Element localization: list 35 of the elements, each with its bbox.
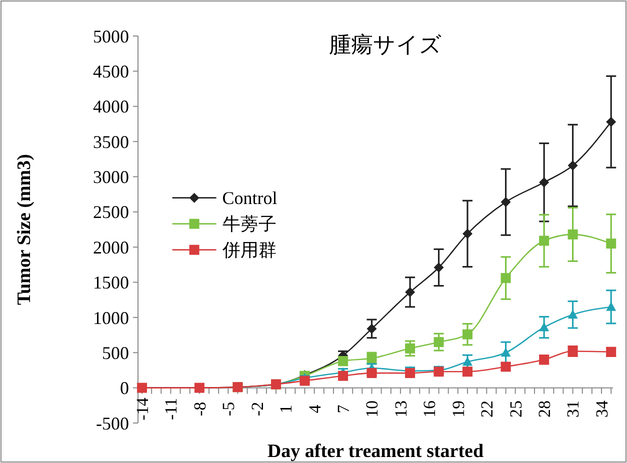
y-tick-label: 0 <box>120 378 129 398</box>
legend-label: 牛蒡子 <box>222 214 276 234</box>
x-tick-label: 22 <box>478 400 497 418</box>
chart-title: 腫瘍サイズ <box>329 32 442 57</box>
x-tick-label: 31 <box>564 400 583 418</box>
legend-label: Control <box>222 188 278 208</box>
x-tick-label: 25 <box>506 400 526 418</box>
y-tick-label: 5000 <box>93 26 129 46</box>
y-tick-label: 3500 <box>93 132 129 152</box>
y-tick-label: 3000 <box>93 167 129 188</box>
x-tick-label: -2 <box>248 402 267 416</box>
y-axis-title: Tumor Size (mm3) <box>14 154 35 305</box>
x-tick-label: -8 <box>190 402 210 416</box>
x-tick-label: 1 <box>276 404 296 414</box>
y-tick-label: 2500 <box>93 202 129 222</box>
x-tick-label: -5 <box>219 402 238 416</box>
x-tick-label: 7 <box>334 404 353 414</box>
x-tick-label: 13 <box>391 400 410 418</box>
x-tick-label: 4 <box>305 404 324 414</box>
legend-label: 併用群 <box>221 240 276 260</box>
x-tick-label: -14 <box>132 397 152 420</box>
x-tick-label: 34 <box>592 400 612 418</box>
y-tick-label: 4500 <box>93 61 129 82</box>
y-tick-label: 2000 <box>93 237 129 258</box>
x-axis-title: Day after treament started <box>267 441 484 462</box>
y-tick-label: 1000 <box>93 308 129 328</box>
y-tick-label: 1500 <box>93 272 129 293</box>
x-tick-label: 28 <box>535 400 554 418</box>
x-tick-label: -11 <box>162 398 181 420</box>
y-tick-label: -500 <box>96 413 129 434</box>
y-tick-label: 500 <box>102 342 129 363</box>
y-tick-label: 4000 <box>93 96 129 117</box>
x-tick-label: 19 <box>448 400 468 418</box>
x-tick-label: 16 <box>420 400 440 418</box>
x-tick-label: 10 <box>362 400 382 418</box>
